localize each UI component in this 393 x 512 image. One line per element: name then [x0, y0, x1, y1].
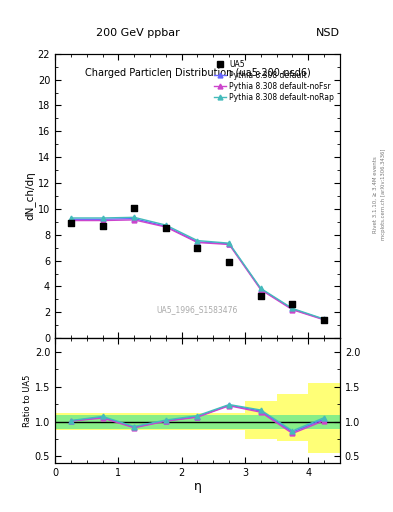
Point	[321, 316, 327, 324]
Point	[131, 204, 137, 212]
Text: NSD: NSD	[316, 28, 340, 38]
Y-axis label: dN_ch/dη: dN_ch/dη	[24, 172, 35, 220]
Text: 200 GeV ppbar: 200 GeV ppbar	[95, 28, 180, 38]
Point	[99, 222, 106, 230]
X-axis label: η: η	[193, 480, 202, 493]
Point	[195, 244, 201, 252]
Text: mcplots.cern.ch [arXiv:1306.3436]: mcplots.cern.ch [arXiv:1306.3436]	[381, 149, 386, 240]
Text: Charged Particleη Distribution (ua5-200-nsd6): Charged Particleη Distribution (ua5-200-…	[84, 68, 310, 78]
Point	[226, 258, 232, 266]
Y-axis label: Ratio to UA5: Ratio to UA5	[23, 375, 32, 427]
Point	[163, 224, 169, 232]
Text: UA5_1996_S1583476: UA5_1996_S1583476	[157, 305, 238, 314]
Point	[68, 219, 74, 227]
Legend: UA5, Pythia 8.308 default, Pythia 8.308 default-noFsr, Pythia 8.308 default-noRa: UA5, Pythia 8.308 default, Pythia 8.308 …	[212, 57, 336, 104]
Point	[258, 291, 264, 300]
Text: Rivet 3.1.10, ≥ 3.4M events: Rivet 3.1.10, ≥ 3.4M events	[373, 156, 378, 233]
Point	[289, 300, 296, 308]
